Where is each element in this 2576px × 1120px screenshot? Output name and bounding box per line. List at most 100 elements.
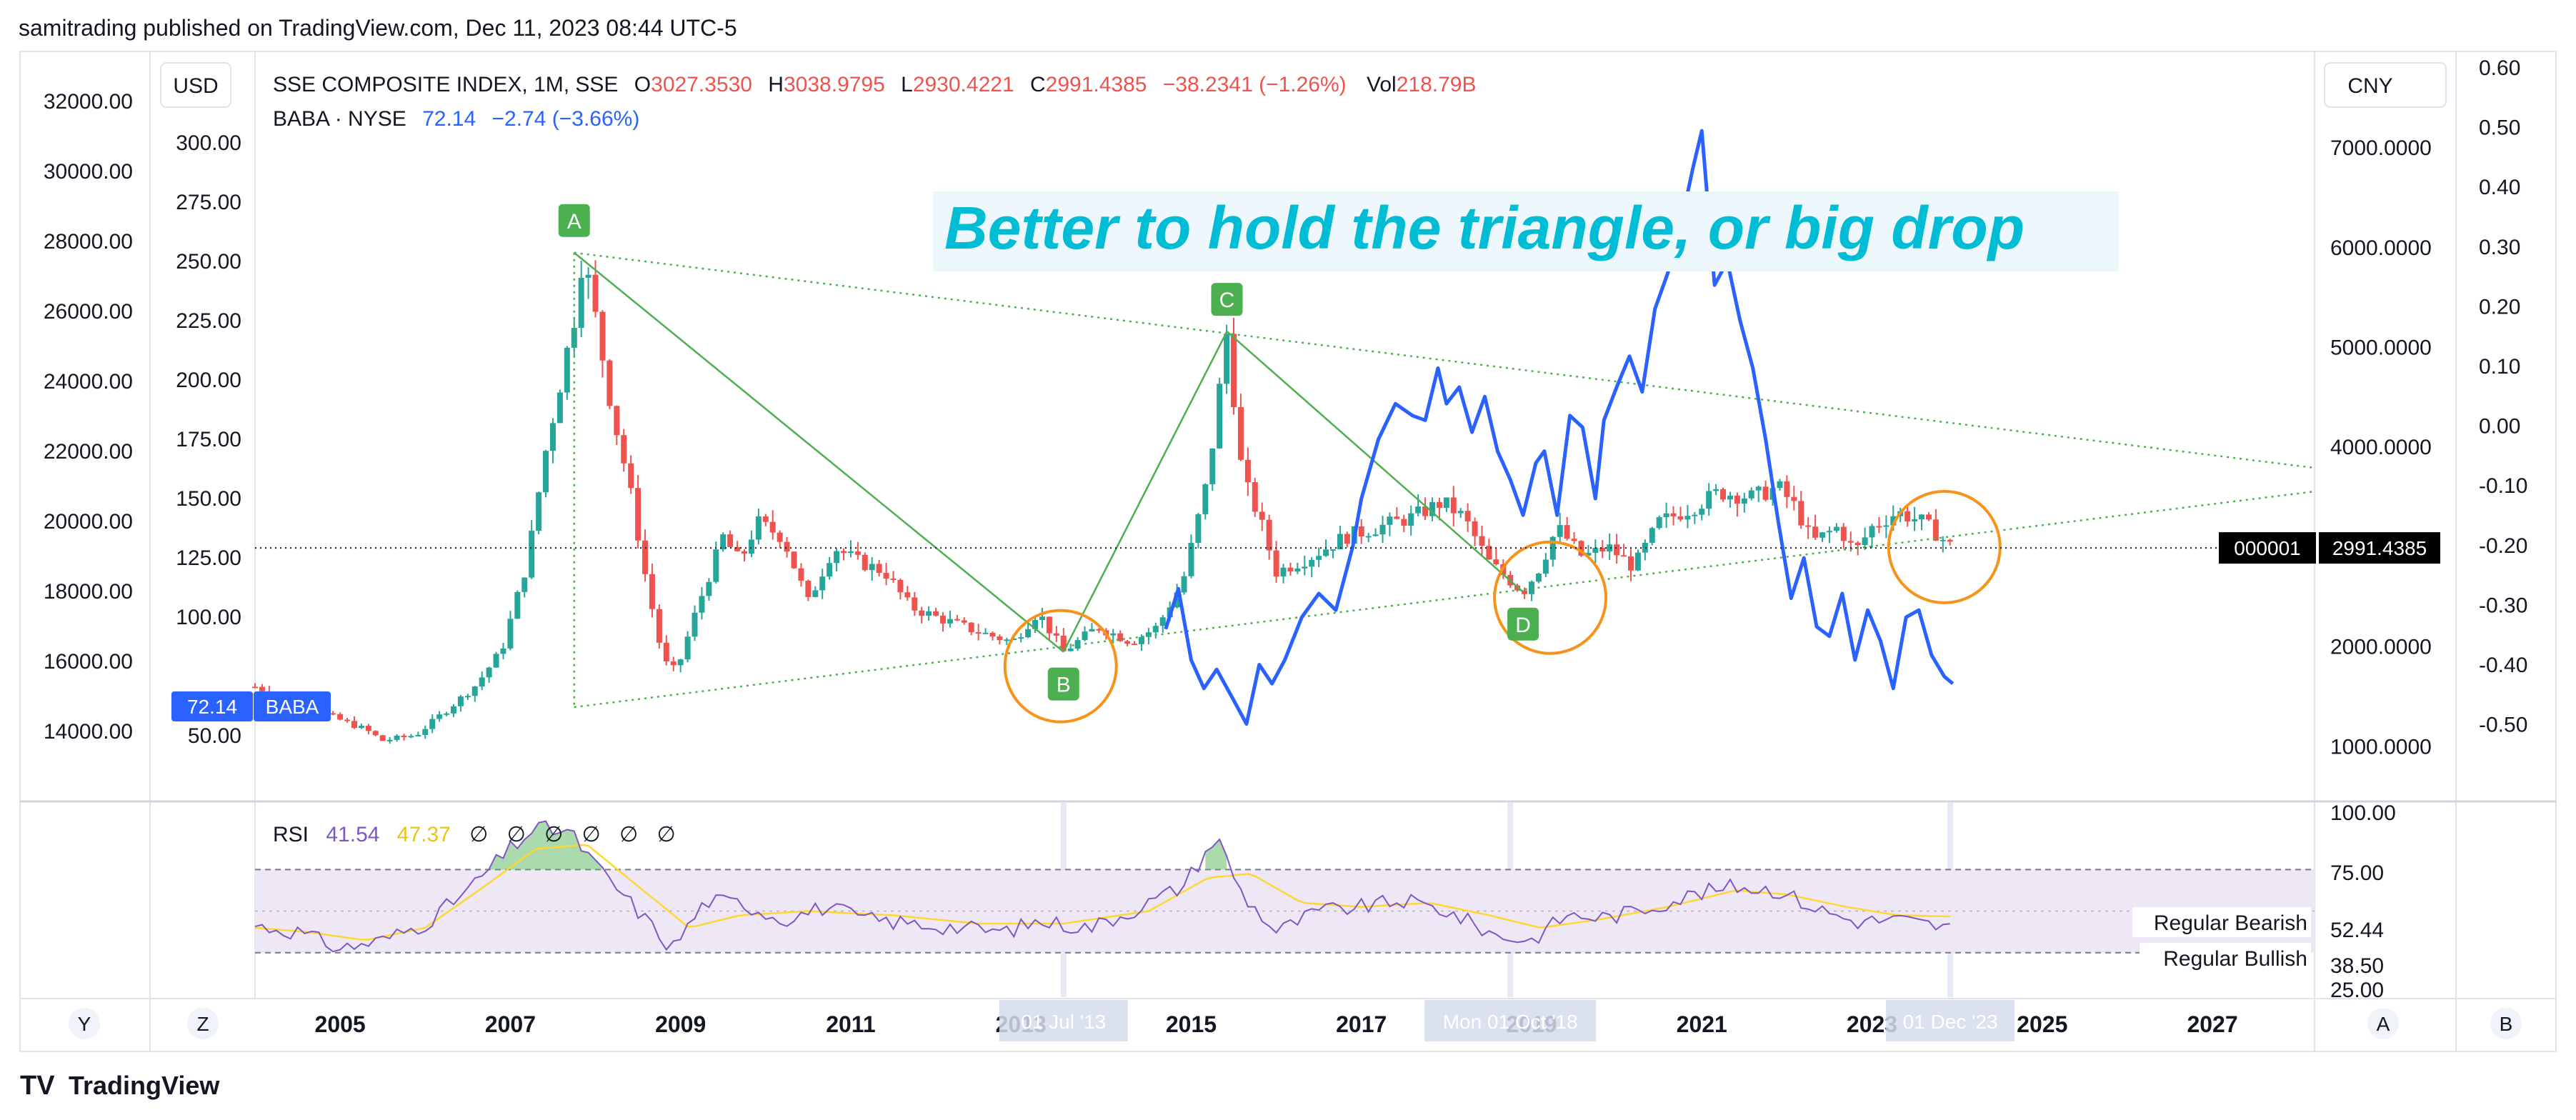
candle-body	[422, 729, 429, 735]
z-button[interactable]: Z	[187, 1008, 219, 1039]
annotation-text: Better to hold the triangle, or big drop	[944, 194, 2025, 261]
candle-body	[536, 492, 542, 531]
usd-scale-tick: 50.00	[188, 724, 241, 748]
usd-scale-ticks: 300.00 275.00 250.00 225.00 200.00 175.00 150.…	[176, 131, 241, 748]
main-legend[interactable]: SSE COMPOSITE INDEX, 1M, SSE O3027.3530 …	[273, 73, 1477, 96]
time-axis-tick: 2025	[2017, 1011, 2067, 1037]
candle-body	[1117, 633, 1124, 641]
candle-body	[684, 636, 691, 660]
candle-body	[1542, 559, 1549, 574]
time-axis-tick: 2021	[1677, 1011, 1727, 1037]
candle-body	[1379, 524, 1386, 535]
candle-body	[926, 611, 932, 616]
cny-scale-tick: 5000.0000	[2330, 336, 2432, 359]
time-axis-ticks: 2005200720092011201320152017201920212023…	[315, 1000, 2238, 1041]
a-button[interactable]: A	[2367, 1008, 2399, 1039]
candle-body	[1479, 536, 1485, 546]
left-scale-tick: 32000.00	[44, 90, 133, 114]
candle-body	[919, 610, 925, 616]
highlight-circle	[1493, 540, 1608, 655]
candle-body	[614, 406, 620, 436]
baba-price-line	[1164, 129, 1955, 726]
candle-body	[1784, 481, 1790, 497]
percent-scale-tick: 0.30	[2479, 236, 2520, 259]
pattern-leg	[573, 251, 1064, 653]
annotation: Better to hold the triangle, or big drop	[933, 191, 2119, 271]
candle-body	[1592, 547, 1599, 553]
pattern-point-badge	[1047, 667, 1079, 701]
candle-body	[854, 551, 861, 555]
candle-body	[365, 726, 371, 731]
candle-body	[1464, 511, 1471, 521]
svg-text:RSI 41.54 47.37: RSI 41.54 47.37 ∅ ∅ ∅ ∅ ∅ ∅	[273, 823, 676, 846]
baba-legend[interactable]: BABA · NYSE 72.14 −2.74 (−3.66%)	[273, 107, 639, 131]
candle-body	[564, 347, 570, 393]
candle-body	[727, 534, 734, 547]
candle-body	[1145, 632, 1152, 637]
candle-body	[1522, 590, 1528, 594]
candle-body	[1195, 514, 1202, 544]
candle-body	[507, 619, 514, 649]
candle-body	[1656, 517, 1662, 529]
candle-body	[1053, 633, 1059, 636]
candle-body	[471, 686, 478, 696]
candle-body	[1614, 544, 1620, 556]
b-button[interactable]: B	[2490, 1008, 2522, 1039]
rsi-ma-line	[254, 844, 1950, 941]
candle-body	[1621, 555, 1627, 557]
cny-scale-tick: 1000.0000	[2330, 735, 2432, 759]
candle-body	[890, 579, 897, 581]
rsi-scale-tick: 75.00	[2330, 861, 2384, 885]
candle-body	[1819, 532, 1826, 538]
candle-body	[521, 577, 528, 592]
left-scale-tick: 24000.00	[44, 370, 133, 394]
time-axis-tick: 2015	[1166, 1011, 1217, 1037]
rsi-scale-tick: 25.00	[2330, 979, 2384, 1002]
candle-body	[635, 488, 641, 541]
usd-scale-tick: 225.00	[176, 309, 241, 333]
left-scale-tick: 30000.00	[44, 160, 133, 184]
candle-body	[1025, 629, 1032, 638]
candle-body	[827, 563, 833, 577]
candle-body	[1869, 526, 1875, 538]
candle-body	[1741, 498, 1747, 504]
rsi-legend[interactable]: RSI 41.54 47.37 ∅ ∅ ∅ ∅ ∅ ∅	[273, 823, 676, 846]
usd-scale-tick: 200.00	[176, 369, 241, 392]
y-button[interactable]: Y	[69, 1008, 100, 1039]
candle-body	[606, 360, 613, 406]
candle-body	[1280, 567, 1287, 577]
candle-body	[1394, 516, 1400, 519]
tradingview-logo-icon: TV	[20, 1071, 55, 1101]
candle-body	[1472, 521, 1478, 536]
candle-body	[585, 274, 591, 278]
candle-body	[1294, 568, 1301, 572]
candle-body	[415, 734, 421, 736]
candle-body	[529, 530, 535, 578]
candle-body	[1387, 516, 1393, 525]
candle-body	[549, 423, 556, 451]
svg-text:CNY: CNY	[2347, 74, 2392, 98]
candle-body	[1925, 514, 1932, 520]
candle-body	[1840, 526, 1847, 541]
time-axis-tick: 2017	[1336, 1011, 1387, 1037]
candle-body	[1457, 511, 1464, 514]
candle-body	[1316, 556, 1322, 560]
candle-body	[1365, 536, 1372, 538]
candle-body	[755, 516, 762, 540]
candle-body	[621, 435, 627, 464]
candle-body	[791, 551, 797, 569]
pattern-point-label: D	[1515, 614, 1531, 637]
candle-body	[1777, 481, 1783, 489]
svg-text:BABA · NYSE 72.14: BABA · NYSE 72.14 −2.74 (−3.66%)	[273, 107, 639, 131]
pattern-point-label: C	[1219, 289, 1235, 312]
candle-body	[1138, 636, 1144, 644]
candle-body	[1323, 549, 1329, 556]
cny-scale-tick: 2000.0000	[2330, 636, 2432, 659]
crosshair-date-text: 01 Jul '13	[1021, 1011, 1106, 1033]
last-symbol: 000001	[2234, 537, 2300, 559]
candle-body	[599, 311, 606, 361]
candle-body	[819, 576, 826, 591]
candle-body	[1557, 525, 1563, 537]
candle-body	[1188, 543, 1194, 576]
last-price-badge: 000001 2991.4385	[2219, 532, 2440, 564]
